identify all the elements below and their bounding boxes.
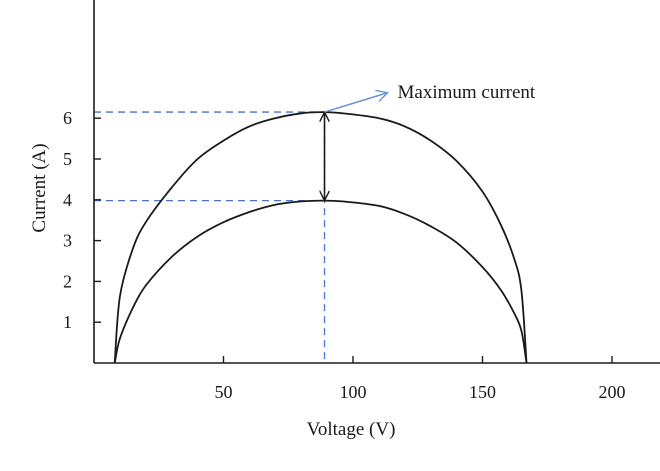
x-tick-label: 200 xyxy=(599,382,626,402)
x-axis-label: Voltage (V) xyxy=(307,419,396,440)
curves xyxy=(113,111,528,364)
y-ticks: 1 2 3 4 5 6 xyxy=(63,108,101,332)
upper-iv-curve xyxy=(113,111,528,364)
y-tick-label: 2 xyxy=(63,271,72,291)
y-tick-label: 4 xyxy=(63,190,72,210)
max-current-annotation: Maximum current xyxy=(398,82,536,103)
x-tick-label: 50 xyxy=(215,382,233,402)
lower-iv-curve xyxy=(113,199,528,364)
y-tick-label: 5 xyxy=(63,149,72,169)
y-tick-label: 6 xyxy=(63,108,72,128)
x-ticks: 50 100 150 200 xyxy=(215,356,626,402)
y-tick-label: 1 xyxy=(63,312,72,332)
y-axis-label: Current (A) xyxy=(29,143,50,232)
x-tick-label: 150 xyxy=(469,382,496,402)
y-tick-label: 3 xyxy=(63,231,72,251)
x-tick-label: 100 xyxy=(340,382,367,402)
max-current-pointer-arrow xyxy=(324,93,387,113)
